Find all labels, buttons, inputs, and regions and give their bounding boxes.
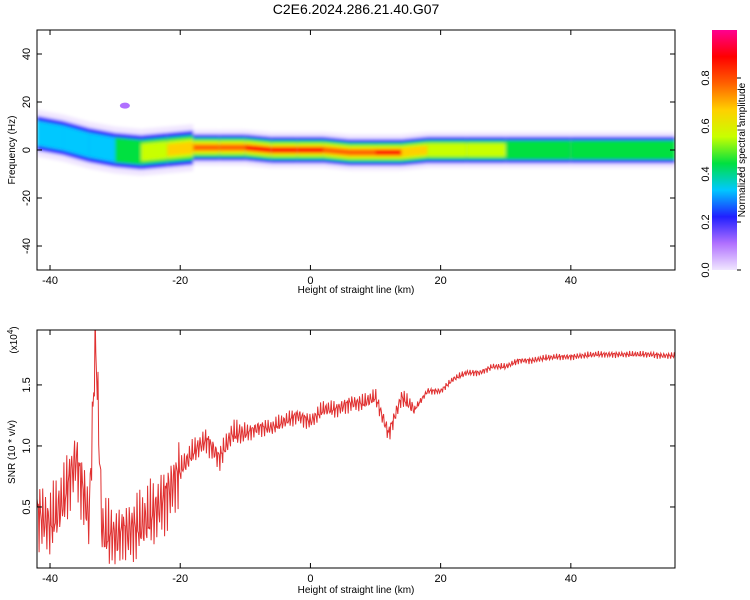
snr-y-tick-label: 1.0	[21, 438, 33, 453]
spectrogram-spot	[119, 102, 130, 109]
snr-y-ticks: 0.5 1.0 1.5	[21, 377, 675, 515]
spectrogram-band	[193, 144, 220, 151]
snr-panel: -40 -20 0 20 40 0.5 1.0 1.5 Height of straight…	[6, 326, 676, 596]
spectrogram-band	[297, 147, 324, 153]
colorbar-label: Normalized spectral amplitude	[737, 82, 748, 217]
snr-y-label: SNR (10 * v/v)	[7, 420, 18, 484]
spectrogram-band	[141, 141, 168, 162]
spectrogram-y-ticks: -40 -20 0 20 40	[21, 48, 675, 254]
figure-title: C2E6.2024.286.21.40.G07	[273, 1, 440, 17]
spectrogram-band	[89, 132, 116, 163]
snr-x-tick-label: -20	[172, 573, 188, 585]
spectrogram-band	[375, 149, 402, 156]
spectrogram-x-tick-label: -40	[42, 275, 58, 287]
spectrogram-y-tick-label: 0	[21, 147, 33, 153]
snr-y-tick-label: 1.5	[21, 377, 33, 392]
spectrogram-band	[505, 143, 571, 157]
colorbar-tick-label: 0.4	[700, 166, 712, 181]
snr-x-tick-label: 40	[565, 573, 577, 585]
spectrogram-y-tick-label: 20	[21, 96, 33, 108]
spectrogram-y-tick-label: 40	[21, 48, 33, 60]
spectrogram-band	[570, 140, 675, 160]
snr-x-label: Height of straight line (km)	[298, 585, 415, 596]
spectrogram-band	[271, 147, 298, 153]
spectrogram-x-tick-label: 20	[435, 275, 447, 287]
spectrogram-band	[167, 141, 194, 156]
spectrogram-y-tick-label: -20	[21, 190, 33, 206]
spectrogram-band	[466, 143, 506, 157]
colorbar: 0.0 0.2 0.4 0.6 0.8 Normalized spectral ampl…	[700, 30, 748, 278]
spectrogram-band	[349, 149, 376, 156]
colorbar-ticks: 0.0 0.2 0.4 0.6 0.8	[700, 70, 741, 278]
spectrogram-band	[115, 137, 142, 165]
spectrogram-x-tick-label: 0	[307, 275, 313, 287]
spectrogram-image	[37, 102, 675, 176]
spectrogram-x-tick-label: -20	[172, 275, 188, 287]
colorbar-tick-label: 0.0	[700, 262, 712, 277]
spectrogram-band	[427, 143, 467, 157]
spectrogram-band	[401, 145, 428, 157]
spectrogram-ridge	[37, 109, 675, 176]
spectrogram-band	[245, 144, 272, 153]
colorbar-gradient	[712, 30, 737, 270]
spectrogram-x-label: Height of straight line (km)	[298, 285, 415, 296]
spectrogram-x-tick-label: 40	[565, 275, 577, 287]
snr-scale-label: (x104)	[6, 326, 20, 353]
colorbar-tick-label: 0.6	[700, 118, 712, 133]
spectrogram-band	[219, 144, 246, 151]
spectrogram-panel: -40 -20 0 20 40 -40 -20 0 20 40 Height of straig…	[7, 29, 676, 296]
snr-x-tick-label: 0	[307, 573, 313, 585]
spectrogram-y-label: Frequency (Hz)	[7, 116, 18, 185]
snr-x-ticks: -40 -20 0 20 40	[42, 330, 577, 585]
snr-x-tick-label: 20	[435, 573, 447, 585]
spectrogram-band	[37, 120, 64, 151]
colorbar-tick-label: 0.2	[700, 214, 712, 229]
snr-series-line	[37, 330, 675, 565]
spectrogram-band	[63, 125, 90, 158]
snr-y-tick-label: 0.5	[21, 499, 33, 514]
colorbar-tick-label: 0.8	[700, 70, 712, 85]
spectrogram-x-ticks: -40 -20 0 20 40	[42, 30, 577, 287]
spectrogram-y-tick-label: -40	[21, 238, 33, 254]
spectrogram-band	[323, 147, 350, 156]
snr-frame	[36, 329, 676, 569]
snr-x-tick-label: -40	[42, 573, 58, 585]
